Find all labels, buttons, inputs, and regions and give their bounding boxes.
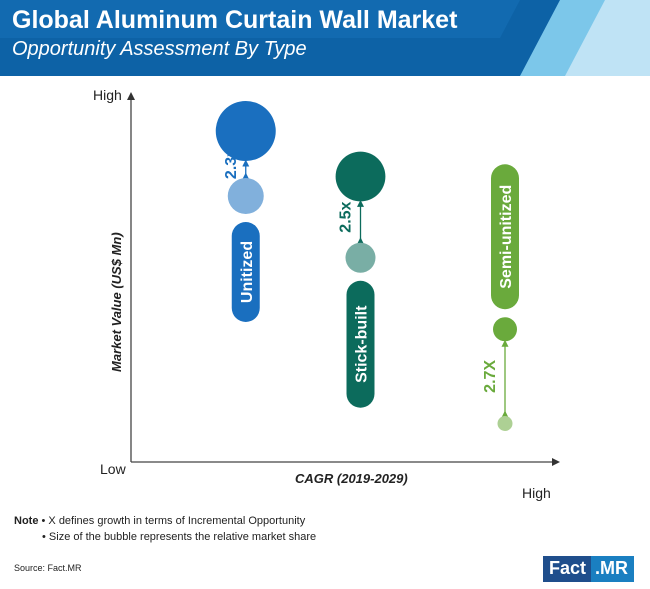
y-axis-title: Market Value (US$ Mn)	[109, 232, 124, 372]
note-label: Note	[14, 515, 39, 527]
growth-label-stick-built: 2.5x	[338, 201, 355, 232]
note-line-1: Note • X defines growth in terms of Incr…	[14, 515, 305, 527]
note-text-1: • X defines growth in terms of Increment…	[41, 515, 306, 527]
note-text-2: • Size of the bubble represents the rela…	[42, 531, 317, 543]
label-pill-stick-built	[346, 280, 375, 408]
logo-part-mr: .MR	[591, 556, 635, 582]
page-title: Global Aluminum Curtain Wall Market	[12, 6, 458, 34]
header-banner	[0, 0, 650, 76]
bubble-end-unitized	[215, 101, 276, 161]
series-name-unitized: Unitized	[239, 241, 256, 303]
source-text: Source: Fact.MR	[14, 563, 82, 573]
factmr-logo: Fact .MR	[543, 556, 635, 582]
y-axis-low-label: Low	[100, 461, 127, 477]
bubble-start-semi-unitized	[497, 416, 513, 431]
note-line-2: • Size of the bubble represents the rela…	[42, 531, 316, 543]
growth-label-semi-unitized: 2.7X	[482, 360, 499, 393]
y-axis-high-label: High	[93, 87, 122, 103]
bubble-start-stick-built	[345, 242, 376, 273]
page-subtitle: Opportunity Assessment By Type	[12, 38, 307, 60]
label-pill-semi-unitized	[491, 164, 519, 310]
series-name-stick-built: Stick-built	[354, 305, 371, 383]
bubble-end-semi-unitized	[493, 317, 517, 342]
bubble-end-stick-built	[335, 151, 386, 202]
x-axis-title: CAGR (2019-2029)	[295, 471, 408, 486]
x-axis-high-label: High	[522, 485, 551, 501]
logo-part-fact: Fact	[543, 556, 592, 582]
series-name-semi-unitized: Semi-unitized	[498, 185, 515, 289]
bubble-start-unitized	[227, 178, 264, 214]
label-pill-unitized	[231, 222, 260, 322]
